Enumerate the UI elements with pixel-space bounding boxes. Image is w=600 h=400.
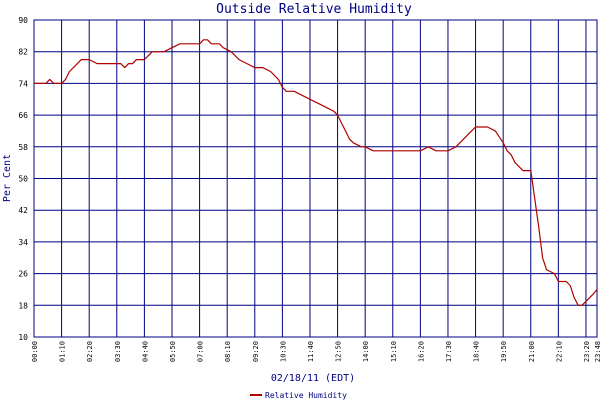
y-tick-label: 66: [18, 111, 28, 120]
chart-title: Outside Relative Humidity: [216, 2, 412, 17]
x-tick-label: 05:50: [169, 341, 177, 362]
x-tick-label: 00:00: [31, 341, 39, 362]
y-tick-label: 58: [18, 143, 28, 152]
x-tick-label: 22:10: [555, 341, 563, 362]
grid-lines: [33, 19, 598, 338]
x-tick-label: 08:10: [224, 341, 232, 362]
x-tick-label: 15:10: [390, 341, 398, 362]
series-group: [34, 39, 598, 306]
x-tick-label: 11:40: [307, 341, 315, 362]
y-tick-label: 82: [18, 48, 28, 57]
y-tick-label: 90: [18, 16, 28, 25]
x-tick-label: 03:30: [114, 341, 122, 362]
y-tick-label: 34: [18, 238, 28, 247]
x-tick-label: 19:50: [500, 341, 508, 362]
x-tick-label: 09:20: [252, 341, 260, 362]
x-tick-label: 18:40: [473, 341, 481, 362]
x-tick-labels: 00:00 01:10 02:20 03:30 04:40 05:50 07:00 08:10…: [31, 341, 600, 362]
x-tick-label: 23:48: [594, 341, 600, 362]
x-tick-label: 02:20: [86, 341, 94, 362]
legend: Relative Humidity: [250, 391, 347, 400]
x-tick-label: 10:30: [279, 341, 287, 362]
x-tick-label: 17:30: [445, 341, 453, 362]
series-line-relative-humidity: [34, 39, 598, 306]
y-tick-label: 26: [18, 270, 28, 279]
y-axis-label: Per Cent: [2, 154, 13, 202]
x-tick-label: 23:20: [583, 341, 591, 362]
y-tick-label: 10: [18, 333, 28, 342]
y-tick-label: 42: [18, 206, 28, 215]
x-tick-label: 21:00: [528, 341, 536, 362]
x-tick-label: 04:40: [141, 341, 149, 362]
y-tick-labels: 10 18 26 34 42 50 58 66 74 82 90: [18, 16, 28, 342]
y-tick-label: 18: [18, 301, 28, 310]
y-tick-label: 50: [18, 175, 28, 184]
x-tick-label: 16:20: [417, 341, 425, 362]
x-axis-label: 02/18/11 (EDT): [271, 373, 355, 384]
x-tick-label: 07:00: [197, 341, 205, 362]
legend-label: Relative Humidity: [265, 391, 347, 400]
x-tick-label: 14:00: [362, 341, 370, 362]
x-tick-label: 12:50: [335, 341, 343, 362]
y-tick-label: 74: [18, 79, 28, 88]
x-tick-label: 01:10: [59, 341, 67, 362]
